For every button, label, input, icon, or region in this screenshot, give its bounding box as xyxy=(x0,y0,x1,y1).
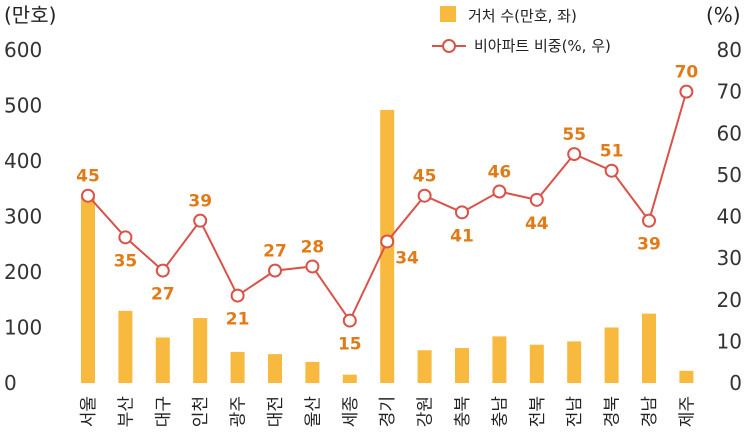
right-axis-unit: (%) xyxy=(706,3,741,27)
category-label: 대전 xyxy=(266,396,286,427)
left-tick-label: 400 xyxy=(4,149,42,173)
category-label: 인천 xyxy=(191,396,211,427)
left-axis-unit: (만호) xyxy=(4,3,56,27)
left-tick-label: 500 xyxy=(4,94,42,118)
line-point xyxy=(604,163,619,178)
bar xyxy=(642,313,656,383)
bar xyxy=(342,374,357,383)
bar xyxy=(305,361,320,383)
line-point xyxy=(193,213,208,228)
right-tick-label: 20 xyxy=(717,288,742,312)
line-data-label: 21 xyxy=(226,310,250,330)
bar xyxy=(230,351,245,383)
category-label: 경북 xyxy=(603,396,623,427)
line-data-label: 27 xyxy=(263,242,287,262)
category-label: 부산 xyxy=(116,396,136,428)
category-label: 대구 xyxy=(154,396,174,427)
line-point xyxy=(417,188,432,203)
right-tick-label: 40 xyxy=(717,205,742,229)
bar xyxy=(492,336,507,383)
line-data-label: 28 xyxy=(301,237,325,257)
line-point xyxy=(642,213,656,228)
line-data-label: 35 xyxy=(114,251,138,271)
line-point xyxy=(305,259,320,274)
left-tick-label: 600 xyxy=(4,38,42,62)
line-data-label: 39 xyxy=(637,235,661,255)
bar xyxy=(604,327,619,383)
bar xyxy=(679,370,694,383)
line-point xyxy=(230,288,245,303)
category-label: 충남 xyxy=(490,396,510,428)
line-data-label: 41 xyxy=(450,226,474,246)
right-tick-label: 30 xyxy=(717,246,742,270)
legend-line-marker xyxy=(442,39,456,53)
line-point xyxy=(492,184,507,199)
line-data-label: 15 xyxy=(338,335,362,355)
category-label: 서울 xyxy=(79,396,99,427)
right-tick-label: 10 xyxy=(717,329,742,353)
bar xyxy=(455,348,469,383)
line-data-label: 27 xyxy=(151,285,175,305)
line-point xyxy=(155,263,170,278)
bar xyxy=(193,318,208,383)
left-tick-label: 200 xyxy=(4,260,42,284)
line-point xyxy=(118,230,133,245)
right-tick-label: 70 xyxy=(717,80,742,104)
right-tick-label: 60 xyxy=(717,121,742,145)
bar xyxy=(567,341,582,383)
right-tick-label: 80 xyxy=(717,38,742,62)
line-point xyxy=(268,263,282,278)
bar xyxy=(81,197,95,383)
category-label: 전북 xyxy=(528,396,548,427)
bar xyxy=(268,354,282,383)
line-data-label: 70 xyxy=(675,63,699,83)
line-point xyxy=(81,188,95,203)
category-label: 경남 xyxy=(640,396,660,428)
line-point xyxy=(567,147,582,162)
left-tick-label: 300 xyxy=(4,205,42,229)
data-labels: 45 35 27 39 21 27 28 15 34 45 41 46 44 55 51 39 70 xyxy=(76,63,698,355)
line-point xyxy=(342,313,357,328)
category-axis: 서울 부산 대구 인천 광주 대전 울산 세종 경기 강원 충북 충남 전북 전남 경북 경남 제주 xyxy=(79,396,697,428)
category-label: 전남 xyxy=(565,396,585,428)
category-label: 세종 xyxy=(341,396,361,427)
left-tick-label: 0 xyxy=(4,371,17,395)
line-point xyxy=(529,192,544,207)
line-data-label: 51 xyxy=(600,142,624,162)
legend-line-label: 비아파트 비중(%, 우) xyxy=(474,37,611,55)
category-label: 경기 xyxy=(378,396,398,427)
category-label: 광주 xyxy=(229,396,249,427)
right-tick-label: 50 xyxy=(717,163,742,187)
left-axis: 600 500 400 300 200 100 0 xyxy=(4,38,42,395)
line-data-label: 45 xyxy=(413,167,437,187)
line-data-label: 34 xyxy=(395,248,419,268)
bar xyxy=(118,310,133,383)
line-data-label: 45 xyxy=(76,167,100,187)
line-point xyxy=(455,205,469,220)
legend-bar-label: 거처 수(만호, 좌) xyxy=(468,7,577,25)
line-data-label: 44 xyxy=(525,214,549,234)
category-label: 제주 xyxy=(677,396,697,427)
bar xyxy=(529,344,544,383)
category-label: 울산 xyxy=(303,396,323,428)
legend: 거처 수(만호, 좌) 비아파트 비중(%, 우) xyxy=(432,6,611,55)
line-data-label: 55 xyxy=(562,125,586,145)
bar xyxy=(155,337,170,383)
line-data-label: 46 xyxy=(488,163,512,183)
category-label: 충북 xyxy=(453,396,473,427)
line-series xyxy=(81,84,694,328)
line-point xyxy=(679,84,694,99)
category-label: 강원 xyxy=(416,396,436,427)
legend-bar-swatch xyxy=(440,6,456,22)
line-data-label: 39 xyxy=(188,192,212,212)
left-tick-label: 100 xyxy=(4,316,42,340)
bar xyxy=(417,350,432,383)
right-tick-label: 0 xyxy=(729,371,742,395)
right-axis: 80 70 60 50 40 30 20 10 0 xyxy=(717,38,742,395)
line-point xyxy=(380,234,395,249)
